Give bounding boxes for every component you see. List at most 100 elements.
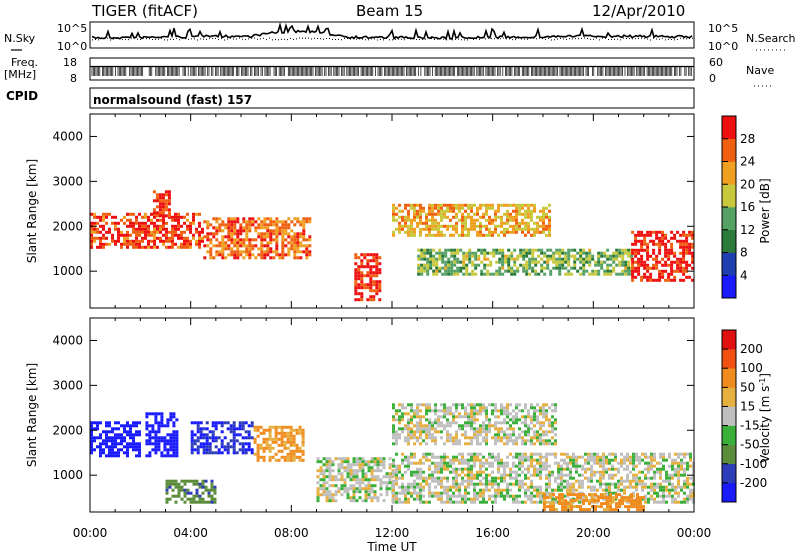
- echo-cell: [470, 479, 473, 483]
- echo-cell: [201, 227, 204, 231]
- echo-cell: [658, 242, 662, 246]
- y-tick-label: 3000: [52, 174, 83, 188]
- echo-cell: [473, 473, 476, 477]
- echo-cell: [398, 427, 401, 431]
- echo-cell: [404, 230, 407, 234]
- echo-cell: [132, 239, 135, 243]
- echo-cell: [551, 442, 554, 446]
- echo-cell: [284, 223, 288, 227]
- echo-cell: [266, 241, 270, 245]
- echo-cell: [410, 491, 413, 495]
- echo-cell: [614, 467, 617, 471]
- echo-cell: [533, 206, 536, 210]
- echo-cell: [284, 232, 288, 236]
- echo-cell: [425, 233, 428, 237]
- echo-cell: [322, 478, 326, 482]
- echo-cell: [378, 298, 382, 302]
- echo-cell: [416, 427, 419, 431]
- echo-cell: [245, 244, 249, 248]
- echo-cell: [299, 235, 303, 239]
- echo-cell: [172, 439, 176, 443]
- echo-cell: [144, 227, 147, 231]
- echo-cell: [605, 461, 608, 465]
- echo-cell: [584, 476, 587, 480]
- echo-cell: [640, 239, 644, 243]
- echo-cell: [656, 485, 659, 489]
- echo-cell: [331, 484, 335, 488]
- echo-cell: [643, 263, 647, 267]
- echo-cell: [263, 226, 267, 230]
- echo-cell: [546, 257, 550, 261]
- echo-cell: [503, 436, 506, 440]
- echo-cell: [369, 268, 373, 272]
- echo-cell: [482, 403, 485, 407]
- echo-cell: [525, 272, 529, 276]
- echo-cell: [360, 274, 364, 278]
- echo-cell: [135, 236, 138, 240]
- echo-cell: [355, 460, 359, 464]
- echo-cell: [331, 460, 335, 464]
- echo-cell: [292, 458, 296, 462]
- echo-cell: [530, 415, 533, 419]
- echo-cell: [641, 497, 644, 501]
- echo-cell: [608, 452, 611, 456]
- echo-cell: [603, 251, 607, 255]
- echo-cell: [392, 470, 395, 474]
- echo-cell: [447, 269, 451, 273]
- echo-cell: [372, 256, 376, 260]
- echo-cell: [548, 470, 551, 474]
- echo-cell: [530, 461, 533, 465]
- echo-cell: [286, 458, 290, 462]
- echo-cell: [431, 421, 434, 425]
- echo-cell: [269, 238, 273, 242]
- echo-cell: [108, 454, 111, 458]
- echo-cell: [664, 263, 668, 267]
- echo-cell: [626, 479, 629, 483]
- echo-cell: [275, 232, 279, 236]
- echo-cell: [530, 233, 533, 237]
- echo-cell: [455, 439, 458, 443]
- echo-cell: [289, 434, 293, 438]
- echo-cell: [524, 482, 527, 486]
- echo-cell: [96, 230, 99, 234]
- echo-cell: [599, 455, 602, 459]
- echo-cell: [114, 451, 117, 455]
- echo-cell: [506, 427, 509, 431]
- echo-cell: [265, 428, 269, 432]
- echo-cell: [305, 250, 309, 254]
- echo-cell: [398, 215, 401, 219]
- echo-cell: [156, 230, 159, 234]
- echo-cell: [509, 452, 512, 456]
- echo-cell: [609, 493, 612, 497]
- echo-cell: [431, 206, 434, 210]
- echo-cell: [664, 245, 668, 249]
- echo-cell: [416, 436, 419, 440]
- echo-cell: [99, 454, 102, 458]
- echo-cell: [452, 206, 455, 210]
- echo-cell: [494, 230, 497, 234]
- echo-cell: [630, 493, 633, 497]
- echo-cell: [474, 266, 478, 270]
- echo-cell: [452, 500, 455, 504]
- echo-cell: [631, 266, 635, 270]
- echo-cell: [498, 269, 502, 273]
- echo-cell: [444, 251, 448, 255]
- echo-cell: [242, 256, 246, 260]
- echo-cell: [169, 448, 173, 452]
- echo-cell: [600, 266, 604, 270]
- echo-cell: [250, 421, 254, 425]
- echo-cell: [278, 253, 282, 257]
- echo-cell: [407, 230, 410, 234]
- echo-cell: [422, 427, 425, 431]
- echo-cell: [543, 272, 547, 276]
- echo-cell: [561, 499, 564, 503]
- echo-cell: [419, 485, 422, 489]
- echo-cell: [539, 406, 542, 410]
- echo-cell: [633, 502, 636, 506]
- echo-cell: [573, 263, 577, 267]
- echo-cell: [455, 458, 458, 462]
- echo-cell: [205, 433, 209, 437]
- echo-cell: [575, 470, 578, 474]
- echo-cell: [588, 260, 592, 264]
- echo-cell: [569, 482, 572, 486]
